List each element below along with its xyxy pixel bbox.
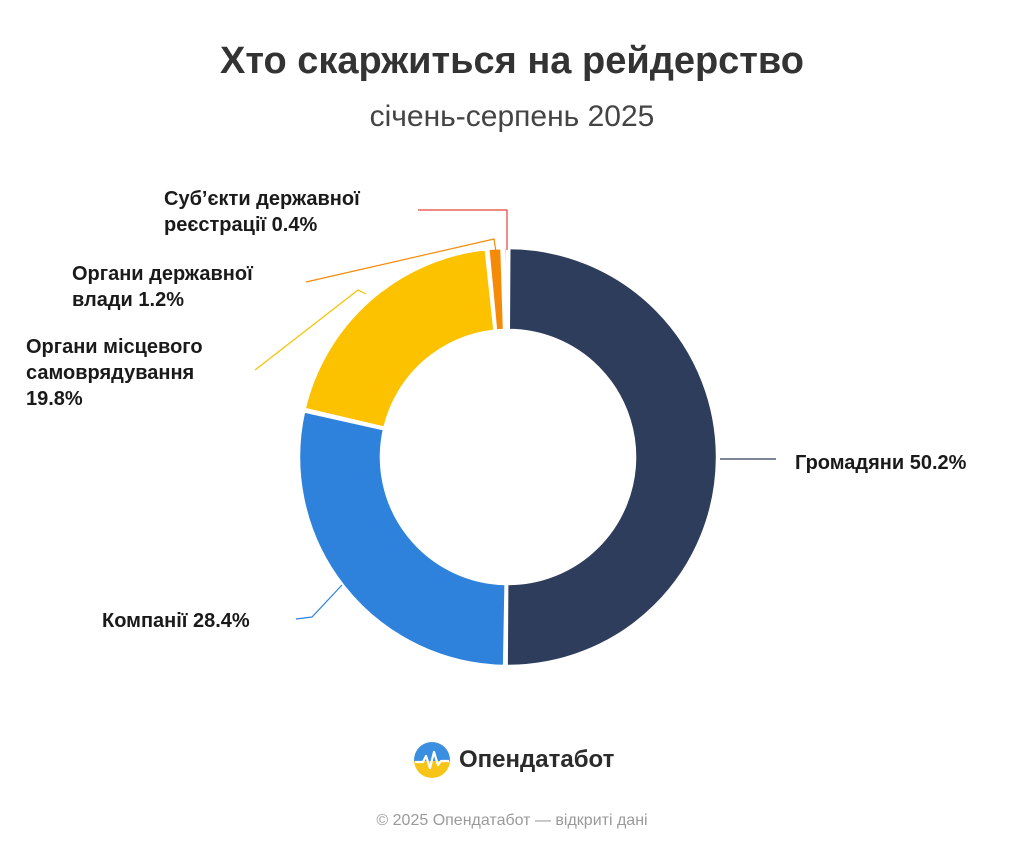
leader-line-суб-єкти-державної-реєстрації bbox=[418, 209, 508, 250]
slice-label-line: Суб’єкти державної bbox=[164, 188, 360, 210]
slice-органи-місцевого-самоврядування bbox=[303, 247, 496, 430]
leader-line-органи-державної-влади bbox=[305, 238, 497, 283]
slice-громадяни bbox=[505, 246, 719, 668]
slice-органи-державної-влади bbox=[487, 246, 506, 332]
slice-компанії bbox=[297, 410, 507, 668]
leader-line-компанії bbox=[295, 584, 343, 620]
slice-label-line: самоврядування bbox=[26, 362, 194, 384]
slice-label-line: Громадяни 50.2% bbox=[795, 452, 967, 474]
leader-lines bbox=[254, 209, 776, 620]
slice-label-компанії: Компанії 28.4% bbox=[102, 610, 250, 632]
chart-subtitle: січень-серпень 2025 bbox=[369, 100, 655, 133]
slice-label-органи-місцевого-самоврядування: Органи місцевого самоврядування 19.8% bbox=[26, 336, 203, 410]
slice-labels: Громадяни 50.2% Компанії 28.4% Органи місц… bbox=[26, 188, 967, 632]
brand: Опендатабот bbox=[413, 740, 614, 780]
slice-label-line: Органи державної bbox=[72, 263, 253, 285]
slice-label-line: влади 1.2% bbox=[72, 289, 184, 311]
footer-copyright: © 2025 Опендатабот — відкриті дані bbox=[376, 812, 648, 829]
donut-slices bbox=[297, 246, 719, 668]
slice-label-line: 19.8% bbox=[26, 388, 83, 410]
chart-title: Хто скаржиться на рейдерство bbox=[220, 40, 804, 82]
leader-line-органи-місцевого-самоврядування bbox=[254, 289, 367, 371]
slice-label-line: Органи місцевого bbox=[26, 336, 203, 358]
brand-name: Опендатабот bbox=[459, 746, 615, 773]
slice-label-line: реєстрації 0.4% bbox=[164, 214, 317, 236]
slice-label-суб-єкти-державної-реєстрації: Суб’єкти державної реєстрації 0.4% bbox=[164, 188, 360, 236]
slice-суб-єкти-державної-реєстрації bbox=[502, 246, 509, 332]
slice-label-громадяни: Громадяни 50.2% bbox=[795, 452, 967, 474]
opendatabot-logo-icon bbox=[414, 742, 450, 778]
slice-label-органи-державної-влади: Органи державної влади 1.2% bbox=[72, 263, 253, 311]
slice-label-line: Компанії 28.4% bbox=[102, 610, 250, 632]
